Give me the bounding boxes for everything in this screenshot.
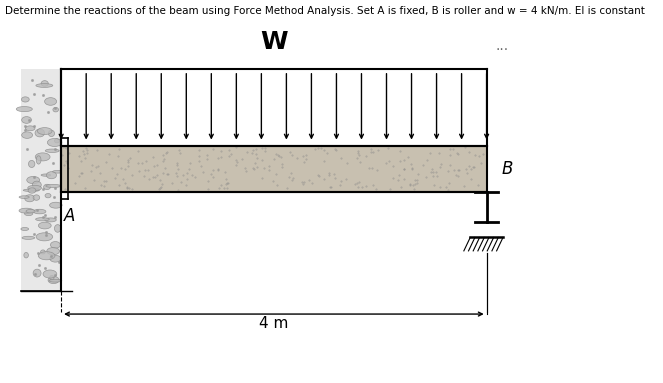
Ellipse shape bbox=[54, 139, 60, 143]
Ellipse shape bbox=[28, 185, 42, 191]
Ellipse shape bbox=[53, 107, 58, 112]
Ellipse shape bbox=[52, 170, 63, 173]
Ellipse shape bbox=[19, 208, 34, 213]
Ellipse shape bbox=[46, 184, 61, 188]
Ellipse shape bbox=[41, 174, 50, 176]
Ellipse shape bbox=[22, 132, 32, 138]
Ellipse shape bbox=[48, 277, 59, 284]
Ellipse shape bbox=[48, 130, 54, 137]
Text: ...: ... bbox=[496, 39, 509, 53]
Ellipse shape bbox=[17, 106, 32, 112]
Ellipse shape bbox=[27, 177, 40, 183]
Ellipse shape bbox=[26, 210, 35, 213]
Ellipse shape bbox=[36, 218, 49, 221]
Ellipse shape bbox=[45, 149, 59, 152]
Ellipse shape bbox=[50, 202, 62, 208]
Text: Determine the reactions of the beam using Force Method Analysis. Set A is fixed,: Determine the reactions of the beam usin… bbox=[5, 6, 645, 16]
Ellipse shape bbox=[36, 233, 52, 241]
Ellipse shape bbox=[44, 98, 56, 105]
Ellipse shape bbox=[29, 160, 35, 167]
Ellipse shape bbox=[19, 196, 29, 198]
Ellipse shape bbox=[54, 224, 61, 232]
Ellipse shape bbox=[37, 128, 52, 134]
Bar bbox=[61, 146, 487, 192]
Ellipse shape bbox=[44, 184, 50, 190]
Ellipse shape bbox=[38, 252, 55, 260]
Ellipse shape bbox=[22, 236, 34, 239]
Ellipse shape bbox=[44, 218, 56, 222]
Ellipse shape bbox=[25, 195, 34, 202]
Ellipse shape bbox=[23, 189, 39, 192]
Ellipse shape bbox=[35, 129, 44, 137]
Ellipse shape bbox=[33, 195, 40, 200]
Ellipse shape bbox=[28, 188, 36, 193]
Text: 4 m: 4 m bbox=[259, 316, 288, 331]
Text: W: W bbox=[260, 30, 288, 54]
Ellipse shape bbox=[46, 172, 56, 179]
Ellipse shape bbox=[21, 97, 29, 102]
Ellipse shape bbox=[43, 270, 57, 278]
Ellipse shape bbox=[36, 83, 53, 87]
Ellipse shape bbox=[41, 81, 48, 86]
Ellipse shape bbox=[50, 242, 60, 248]
Bar bbox=[21, 69, 61, 291]
Ellipse shape bbox=[33, 269, 41, 277]
Text: A: A bbox=[64, 207, 75, 225]
Ellipse shape bbox=[25, 126, 35, 131]
Ellipse shape bbox=[47, 247, 60, 255]
Ellipse shape bbox=[25, 211, 33, 216]
Ellipse shape bbox=[21, 228, 29, 231]
Ellipse shape bbox=[40, 250, 45, 254]
Ellipse shape bbox=[22, 116, 32, 123]
Ellipse shape bbox=[35, 153, 50, 161]
Ellipse shape bbox=[47, 139, 62, 147]
Ellipse shape bbox=[38, 222, 51, 229]
Ellipse shape bbox=[50, 275, 54, 280]
Ellipse shape bbox=[45, 193, 51, 198]
Text: B: B bbox=[501, 160, 513, 177]
Ellipse shape bbox=[24, 252, 29, 258]
Ellipse shape bbox=[32, 181, 41, 188]
Ellipse shape bbox=[49, 279, 62, 282]
Ellipse shape bbox=[36, 156, 41, 164]
Ellipse shape bbox=[50, 255, 61, 262]
Ellipse shape bbox=[33, 209, 46, 214]
